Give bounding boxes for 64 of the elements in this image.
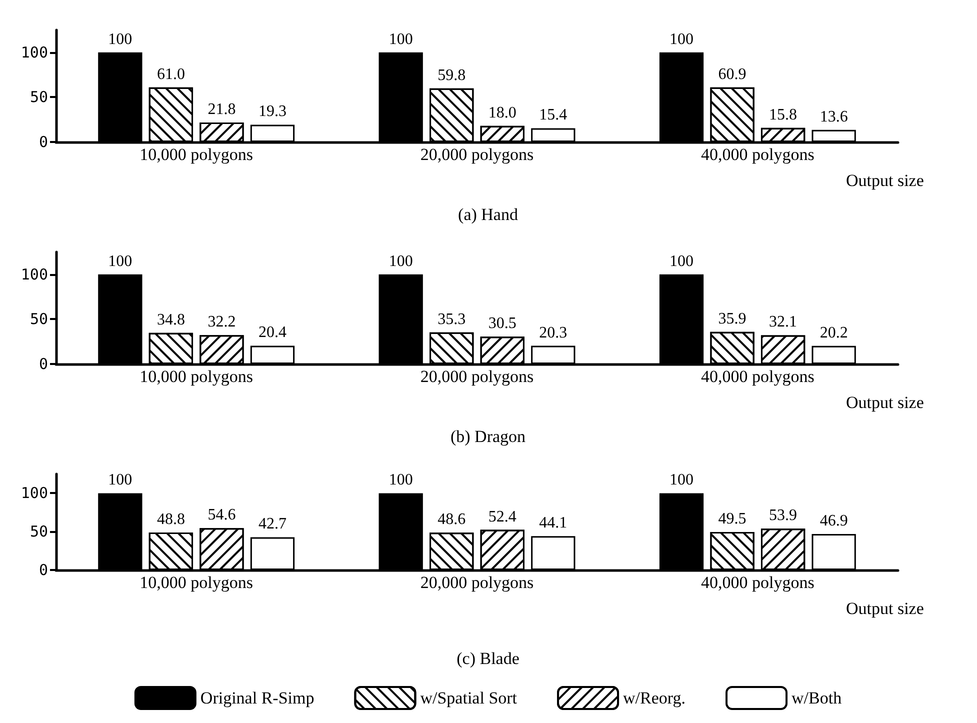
data-label: 35.9 [718, 310, 746, 328]
text: (b) Dragon [450, 427, 526, 446]
x-tick-label: 10,000 polygons [140, 573, 254, 592]
x-tick-label: 10,000 polygons [140, 145, 254, 164]
data-label: 48.8 [156, 511, 185, 528]
data-label: 100 [108, 30, 132, 48]
x-axis-title: Output size [846, 171, 924, 190]
data-label: 30.5 [488, 315, 516, 332]
data-label: 49.5 [718, 510, 746, 528]
legend-label: w/Spatial Sort [420, 688, 518, 708]
data-label: 35.3 [438, 310, 466, 328]
y-tick-label: 0 [38, 561, 48, 579]
data-label: 100 [388, 252, 413, 270]
data-label: 34.8 [156, 311, 185, 328]
y-tick-label: 50 [30, 88, 48, 106]
data-label: 100 [670, 472, 694, 489]
data-label: 53.9 [769, 507, 798, 524]
x-axis-title: Output size [846, 599, 924, 618]
data-label: 15.8 [769, 106, 798, 124]
x-tick-label: 20,000 polygons [420, 367, 534, 386]
y-tick-label: 0 [38, 133, 48, 151]
data-label: 32.2 [208, 314, 236, 331]
data-label: 100 [108, 252, 132, 270]
y-tick-label: 50 [30, 310, 48, 328]
data-label: 42.7 [258, 516, 286, 533]
data-label: 19.3 [258, 103, 286, 120]
data-label: 52.4 [488, 508, 516, 526]
data-label: 18.0 [488, 104, 516, 122]
x-tick-label: 10,000 polygons [140, 367, 254, 386]
y-tick-label: 50 [30, 522, 48, 541]
data-label: 100 [108, 472, 132, 489]
data-label: 20.3 [539, 324, 568, 342]
data-label: 100 [670, 252, 694, 270]
x-tick-label: 40,000 polygons [700, 573, 814, 592]
data-label: 100 [670, 30, 694, 48]
data-label: 100 [388, 472, 413, 489]
y-tick-label: 100 [20, 484, 48, 502]
text: (a) Hand [458, 205, 518, 224]
data-label: 44.1 [539, 514, 568, 532]
x-axis-title: Output size [846, 393, 924, 412]
data-label: 46.9 [820, 512, 848, 530]
data-label: 60.9 [718, 66, 746, 83]
x-tick-label: 20,000 polygons [420, 573, 534, 592]
y-tick-label: 100 [20, 43, 48, 62]
text: (c) Blade [456, 649, 520, 668]
x-tick-label: 40,000 polygons [700, 145, 814, 164]
data-label: 21.8 [208, 100, 236, 118]
data-label: 20.4 [258, 324, 286, 342]
data-label: 100 [388, 30, 413, 48]
legend-label: w/Both [792, 688, 842, 708]
data-label: 54.6 [208, 506, 236, 524]
x-tick-label: 40,000 polygons [700, 367, 814, 386]
data-label: 15.4 [539, 106, 568, 124]
data-label: 13.6 [820, 108, 848, 126]
data-label: 32.1 [769, 314, 798, 331]
y-tick-label: 100 [20, 265, 48, 284]
legend-label: w/Reorg. [623, 688, 686, 708]
legend-label: Original R-Simp [200, 688, 314, 708]
data-label: 48.6 [438, 511, 466, 528]
data-label: 61.0 [156, 66, 185, 83]
data-label: 20.2 [820, 324, 848, 342]
x-tick-label: 20,000 polygons [420, 145, 534, 164]
y-tick-label: 0 [38, 355, 48, 373]
data-label: 59.8 [438, 66, 466, 84]
